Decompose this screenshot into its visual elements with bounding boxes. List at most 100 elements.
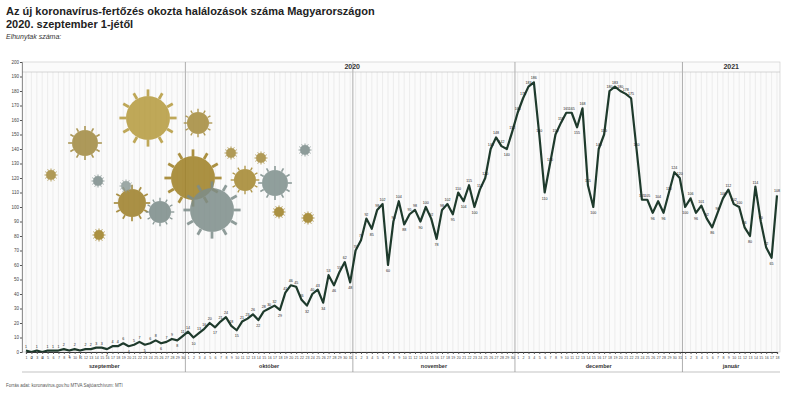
- x-tick: 8: [555, 352, 557, 360]
- y-tick-mark: [20, 294, 22, 295]
- virus-spike: [146, 202, 150, 204]
- x-tick-label: 10: [403, 356, 407, 360]
- x-tick-label: 24: [640, 356, 644, 360]
- x-tick: 21: [462, 352, 466, 360]
- virus-spike: [51, 180, 52, 182]
- x-tick-mark: [383, 352, 384, 354]
- virus-body: [72, 130, 98, 156]
- data-label: 115: [585, 179, 591, 183]
- x-tick-mark: [653, 352, 654, 354]
- virus-body: [256, 153, 266, 163]
- virus-spike: [309, 152, 310, 154]
- grid-line: [420, 72, 421, 352]
- data-label: 95: [408, 208, 412, 212]
- x-tick-mark: [166, 352, 167, 354]
- grid-line: [485, 72, 486, 352]
- grid-line: [749, 72, 750, 352]
- data-label: 96: [694, 217, 698, 221]
- x-tick-label: 13: [251, 356, 255, 360]
- x-tick-mark: [42, 352, 43, 354]
- data-label: 0: [30, 356, 32, 360]
- y-tick: 10: [14, 335, 22, 340]
- data-label: 100: [423, 201, 429, 205]
- data-label: 120: [677, 172, 683, 176]
- virus-spike: [286, 190, 289, 192]
- data-label: 158: [558, 117, 564, 121]
- virus-icon: [231, 166, 260, 195]
- x-tick: 4: [533, 352, 535, 360]
- x-tick: 26: [489, 352, 493, 360]
- y-tick-label: 100: [11, 205, 19, 210]
- x-tick-label: 26: [489, 356, 493, 360]
- x-tick: 8: [722, 352, 724, 360]
- x-tick-mark: [647, 352, 648, 354]
- grid-line: [463, 72, 464, 352]
- x-tick-mark: [458, 352, 459, 354]
- x-tick-mark: [339, 352, 340, 354]
- virus-spike: [94, 185, 96, 186]
- x-tick: 6: [544, 352, 546, 360]
- y-tick-label: 180: [11, 89, 19, 94]
- grid-line: [350, 72, 351, 352]
- x-tick-label: 21: [295, 356, 299, 360]
- grid-line: [112, 72, 113, 352]
- x-tick: 1: [685, 352, 687, 360]
- virus-icon: [45, 169, 58, 182]
- y-tick-label: 60: [14, 263, 20, 268]
- virus-icon: [299, 144, 312, 157]
- virus-spike: [153, 200, 155, 203]
- x-tick: 2: [690, 352, 692, 360]
- x-tick: 4: [42, 352, 44, 360]
- virus-spike: [231, 158, 232, 160]
- x-tick-label: 7: [387, 356, 389, 360]
- virus-spike: [227, 147, 229, 148]
- virus-spike: [45, 177, 46, 179]
- x-tick-mark: [534, 352, 535, 354]
- x-tick: 22: [630, 352, 634, 360]
- virus-spike: [256, 179, 259, 180]
- data-label: 11: [181, 330, 185, 334]
- virus-spike: [170, 218, 173, 220]
- data-label: 100: [590, 211, 596, 215]
- virus-spike: [171, 211, 174, 212]
- y-tick-mark: [20, 309, 22, 310]
- virus-spike: [307, 154, 309, 155]
- x-tick-mark: [221, 352, 222, 354]
- virus-spike: [282, 168, 284, 171]
- virus-spike: [98, 175, 99, 177]
- x-tick: 2: [193, 352, 195, 360]
- data-label: 100: [736, 201, 742, 205]
- virus-spike: [251, 168, 253, 171]
- x-tick-label: 18: [776, 356, 780, 360]
- x-tick-label: 18: [608, 356, 612, 360]
- x-tick-mark: [718, 352, 719, 354]
- virus-spike: [233, 147, 235, 148]
- x-tick: 10: [732, 352, 736, 360]
- x-tick-label: 9: [231, 356, 233, 360]
- x-tick-label: 14: [424, 356, 428, 360]
- y-tick-mark: [20, 236, 22, 237]
- y-tick: 80: [14, 234, 22, 239]
- virus-spike: [131, 217, 133, 221]
- virus-spike: [55, 171, 56, 173]
- grid-line: [404, 72, 405, 352]
- virus-spike: [263, 162, 265, 163]
- x-tick: 12: [576, 352, 580, 360]
- virus-spike: [231, 196, 237, 199]
- x-tick: 27: [327, 352, 331, 360]
- data-label: 85: [370, 233, 374, 237]
- virus-icon: [184, 109, 213, 138]
- data-label: 3: [101, 342, 103, 346]
- x-tick-mark: [280, 352, 281, 354]
- x-tick-mark: [112, 352, 113, 354]
- x-tick-label: 11: [241, 356, 245, 360]
- virus-spike: [279, 206, 280, 208]
- x-tick-label: 13: [89, 356, 93, 360]
- x-tick-label: 14: [586, 356, 590, 360]
- y-tick-label: 40: [14, 292, 20, 297]
- x-tick-mark: [555, 352, 556, 354]
- grid-line: [598, 72, 599, 352]
- grid-line: [290, 72, 291, 352]
- x-tick-label: 29: [505, 356, 509, 360]
- x-tick-mark: [204, 352, 205, 354]
